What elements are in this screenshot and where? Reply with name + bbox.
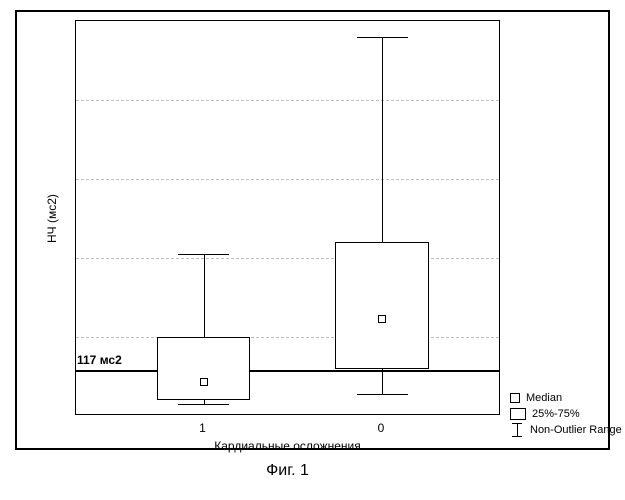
legend-item-median: Median xyxy=(510,390,622,406)
square-icon xyxy=(510,393,520,403)
box-icon xyxy=(510,408,526,420)
box xyxy=(335,242,429,368)
legend-item-box: 25%-75% xyxy=(510,406,622,422)
legend-label: Non-Outlier Range xyxy=(530,424,622,436)
y-axis-label: НЧ (мс2) xyxy=(45,194,59,243)
whisker-cap xyxy=(357,394,408,395)
legend: Median 25%-75% Non-Outlier Range xyxy=(510,390,622,438)
whisker-icon xyxy=(510,423,524,437)
reference-line xyxy=(76,370,499,372)
reference-line-label: 117 мс2 xyxy=(77,353,122,367)
plot-area xyxy=(75,20,500,415)
x-axis-label: Кардиальные осложнения xyxy=(214,439,360,453)
figure-caption: Фиг. 1 xyxy=(266,462,309,480)
legend-item-whisker: Non-Outlier Range xyxy=(510,422,622,438)
legend-label: Median xyxy=(526,392,562,404)
whisker-cap xyxy=(178,404,229,405)
whisker-cap xyxy=(178,254,229,255)
median-marker xyxy=(200,378,208,386)
whisker-cap xyxy=(357,37,408,38)
x-tick-0: 0 xyxy=(378,421,385,435)
gridline xyxy=(76,179,499,180)
legend-label: 25%-75% xyxy=(532,408,580,420)
gridline xyxy=(76,337,499,338)
box xyxy=(157,337,251,400)
figure: 117 мс2 НЧ (мс2) 1 0 Кардиальные осложне… xyxy=(0,0,625,500)
median-marker xyxy=(378,315,386,323)
gridline xyxy=(76,258,499,259)
gridline xyxy=(76,100,499,101)
x-tick-1: 1 xyxy=(199,421,206,435)
